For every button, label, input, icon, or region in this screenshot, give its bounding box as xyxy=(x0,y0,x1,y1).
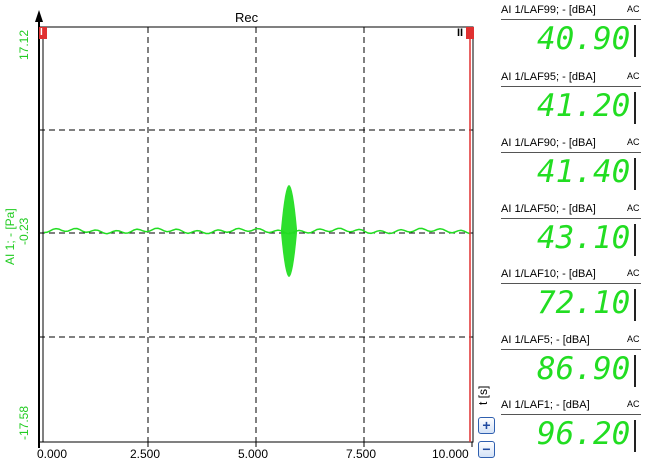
meter-laf95[interactable]: AI 1/LAF95; - [dBA] AC 41.20 xyxy=(495,71,647,137)
meter-suffix: AC xyxy=(627,268,640,278)
meter-value: 41.20 xyxy=(537,88,631,124)
meter-laf1[interactable]: AI 1/LAF1; - [dBA] AC 96.20 xyxy=(495,399,647,465)
meter-laf90[interactable]: AI 1/LAF90; - [dBA] AC 41.40 xyxy=(495,137,647,203)
meter-label: AI 1/LAF50; - [dBA] xyxy=(501,203,596,215)
meter-level-bar xyxy=(634,92,636,124)
meter-panel: AI 1/LAF99; - [dBA] AC 40.90 AI 1/LAF95;… xyxy=(495,0,647,471)
meter-underline xyxy=(501,283,641,284)
x-tick-label: 10.000 xyxy=(432,447,469,461)
meter-suffix: AC xyxy=(627,71,640,81)
x-tick-label: 7.500 xyxy=(346,447,377,461)
right-cursor-handle[interactable] xyxy=(466,27,474,39)
meter-value: 43.10 xyxy=(537,220,631,256)
x-axis-label: t [s] xyxy=(476,385,490,405)
x-tick-label: 0.000 xyxy=(37,447,68,461)
meter-underline xyxy=(501,152,641,153)
meter-level-bar xyxy=(634,25,636,57)
signal-burst xyxy=(281,185,297,277)
right-cursor-label: II xyxy=(457,27,464,39)
meter-underline xyxy=(501,218,641,219)
left-cursor-label: I xyxy=(40,27,43,38)
waveform-panel: Rec 17.12 AI 1; - [Pa] -0.23 -17.58 I II… xyxy=(0,0,495,471)
meter-label: AI 1/LAF90; - [dBA] xyxy=(501,137,596,149)
meter-value: 40.90 xyxy=(537,21,631,57)
meter-laf5[interactable]: AI 1/LAF5; - [dBA] AC 86.90 xyxy=(495,334,647,400)
zoom-out-button[interactable]: − xyxy=(478,441,495,458)
meter-suffix: AC xyxy=(627,399,640,409)
meter-label: AI 1/LAF95; - [dBA] xyxy=(501,71,596,83)
meter-value: 96.20 xyxy=(537,416,631,452)
meter-laf99[interactable]: AI 1/LAF99; - [dBA] AC 40.90 xyxy=(495,4,647,70)
meter-suffix: AC xyxy=(627,203,640,213)
meter-laf50[interactable]: AI 1/LAF50; - [dBA] AC 43.10 xyxy=(495,203,647,269)
signal-trace xyxy=(43,227,471,235)
meter-label: AI 1/LAF5; - [dBA] xyxy=(501,334,590,346)
meter-value: 86.90 xyxy=(537,351,631,387)
meter-label: AI 1/LAF10; - [dBA] xyxy=(501,268,596,280)
left-cursor-handle[interactable] xyxy=(39,27,47,39)
meter-level-bar xyxy=(634,355,636,387)
meter-underline xyxy=(501,19,641,20)
meter-laf10[interactable]: AI 1/LAF10; - [dBA] AC 72.10 xyxy=(495,268,647,334)
meter-underline xyxy=(501,349,641,350)
meter-level-bar xyxy=(634,289,636,321)
meter-label: AI 1/LAF99; - [dBA] xyxy=(501,4,596,16)
meter-value: 72.10 xyxy=(537,285,631,321)
meter-suffix: AC xyxy=(627,334,640,344)
x-tick-label: 2.500 xyxy=(130,447,161,461)
meter-label: AI 1/LAF1; - [dBA] xyxy=(501,399,590,411)
plot-area[interactable] xyxy=(0,0,495,471)
meter-suffix: AC xyxy=(627,4,640,14)
meter-level-bar xyxy=(634,224,636,256)
zoom-in-button[interactable]: + xyxy=(478,417,495,434)
x-tick-label: 5.000 xyxy=(238,447,269,461)
meter-suffix: AC xyxy=(627,137,640,147)
meter-level-bar xyxy=(634,158,636,190)
meter-value: 41.40 xyxy=(537,154,631,190)
meter-underline xyxy=(501,414,641,415)
meter-underline xyxy=(501,86,641,87)
meter-level-bar xyxy=(634,420,636,452)
plot-title: Rec xyxy=(235,10,259,25)
